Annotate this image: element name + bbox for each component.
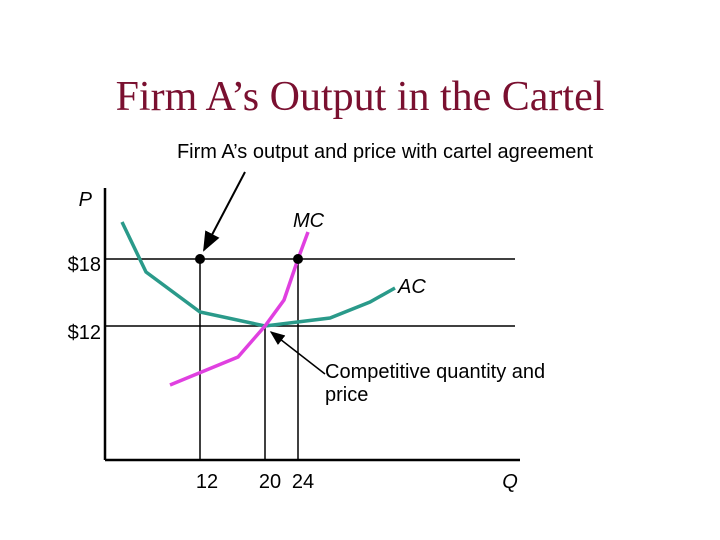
arrow [203, 171, 246, 252]
ac-curve [120, 221, 396, 328]
mc-curve [169, 231, 310, 387]
curve-label: AC [397, 276, 426, 298]
quantity-label: 20 [259, 471, 281, 493]
price-label: $18 [68, 254, 101, 276]
annotation: Competitive quantity and [325, 361, 545, 383]
title: Firm A’s Output in the Cartel [116, 74, 605, 120]
price-label: $12 [68, 322, 101, 344]
quantity-label: 12 [196, 471, 218, 493]
x-label: Q [502, 471, 518, 493]
point [293, 254, 303, 264]
annotation: Firm A’s output and price with cartel ag… [177, 141, 594, 163]
point [195, 254, 205, 264]
y-label: P [79, 189, 93, 211]
curve-label: MC [293, 210, 325, 232]
quantity-label: 24 [292, 471, 314, 493]
annotation: price [325, 384, 368, 406]
arrow [269, 331, 326, 375]
